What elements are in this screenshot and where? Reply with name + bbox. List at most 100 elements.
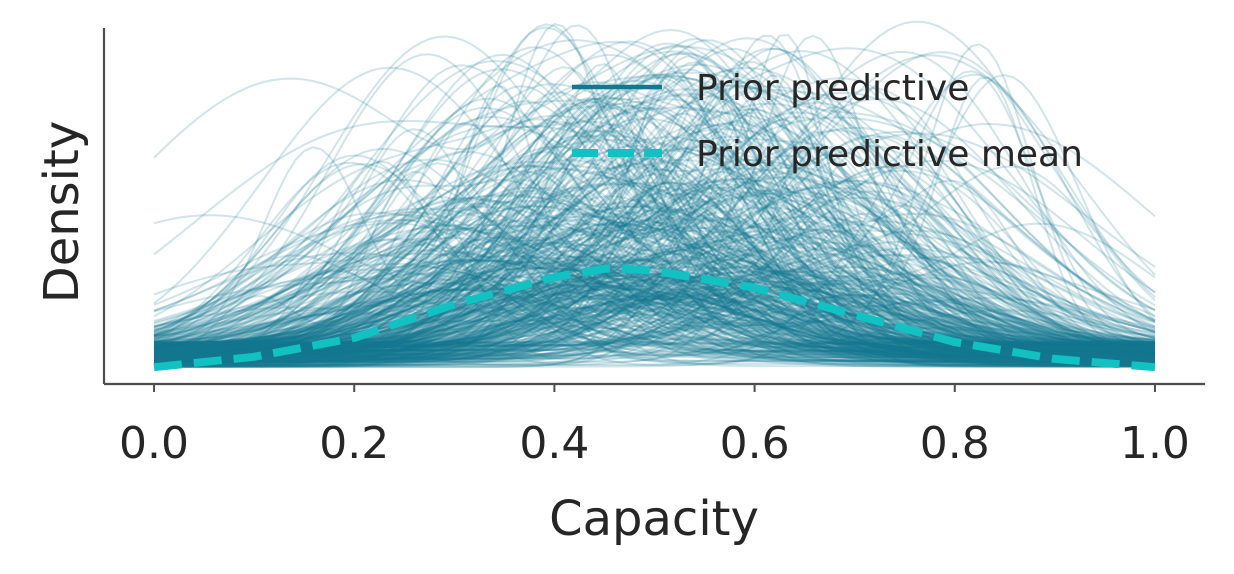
prior-predictive-curve	[154, 277, 1155, 356]
prior-predictive-curve	[153, 150, 1156, 351]
prior-predictive-curve	[153, 226, 1155, 367]
prior-predictive-curve	[154, 97, 1156, 362]
prior-predictive-curve	[154, 169, 1156, 364]
prior-predictive-curve	[154, 258, 1156, 344]
prior-predictive-curve	[153, 208, 1156, 366]
prior-predictive-curve	[153, 236, 1155, 368]
prior-predictive-curve	[153, 115, 1155, 354]
prior-predictive-curve	[153, 276, 1155, 367]
prior-predictive-curve	[153, 205, 1155, 368]
prior-predictive-curve	[154, 178, 1155, 362]
prior-predictive-curve	[154, 208, 1155, 358]
prior-predictive-curve	[153, 288, 1156, 363]
prior-predictive-curve	[154, 253, 1155, 363]
prior-predictive-curve	[154, 89, 1156, 352]
legend-label-prior-predictive-mean: Prior predictive mean	[696, 134, 1083, 175]
prior-predictive-curve	[153, 258, 1156, 359]
prior-predictive-curve	[154, 282, 1155, 356]
prior-predictive-curve	[153, 197, 1155, 354]
prior-predictive-curve	[154, 91, 1156, 351]
prior-predictive-curve	[153, 281, 1155, 367]
prior-predictive-curve	[153, 75, 1156, 355]
prior-predictive-curve	[153, 289, 1155, 359]
prior-predictive-curve	[153, 145, 1155, 362]
prior-predictive-curve	[154, 291, 1155, 359]
prior-predictive-curve	[153, 272, 1155, 357]
prior-predictive-curve	[154, 135, 1156, 361]
prior-predictive-curve	[154, 291, 1155, 360]
prior-predictive-curve	[153, 188, 1156, 351]
prior-predictive-curve	[153, 84, 1156, 366]
prior-predictive-curve	[153, 224, 1156, 351]
prior-predictive-curve	[153, 297, 1155, 363]
prior-predictive-curve	[153, 125, 1155, 362]
prior-predictive-curve	[153, 238, 1155, 359]
prior-predictive-curve	[154, 223, 1156, 361]
prior-predictive-curve	[153, 100, 1155, 362]
prior-predictive-curve	[153, 93, 1156, 344]
prior-predictive-curve	[153, 217, 1155, 367]
prior-predictive-curve	[154, 129, 1156, 363]
prior-predictive-curve	[153, 258, 1155, 360]
prior-predictive-curve	[154, 245, 1156, 352]
prior-predictive-curve	[153, 288, 1155, 368]
prior-predictive-curve	[154, 286, 1156, 357]
prior-predictive-curve	[154, 297, 1156, 364]
x-tick-label: 0.4	[519, 418, 589, 469]
prior-predictive-curve	[153, 282, 1155, 355]
prior-predictive-curve	[153, 146, 1155, 362]
prior-predictive-curve	[153, 254, 1156, 354]
prior-predictive-curve	[154, 134, 1156, 350]
prior-predictive-curve	[153, 159, 1155, 358]
x-tick-label: 0.6	[720, 418, 790, 469]
prior-predictive-curve	[153, 120, 1155, 365]
prior-predictive-curve	[154, 221, 1155, 366]
prior-predictive-curve	[154, 294, 1155, 367]
prior-predictive-curve	[154, 261, 1156, 351]
prior-predictive-curve	[153, 200, 1156, 364]
prior-predictive-curve	[154, 255, 1155, 353]
prior-predictive-curve	[153, 253, 1156, 348]
prior-predictive-curve	[153, 116, 1155, 367]
prior-predictive-curve	[153, 280, 1155, 363]
prior-predictive-curve	[154, 163, 1155, 353]
prior-predictive-curve	[154, 122, 1156, 362]
prior-predictive-curve	[154, 144, 1156, 354]
prior-predictive-curve	[153, 77, 1156, 367]
prior-predictive-curve	[153, 252, 1155, 362]
prior-predictive-curve	[154, 292, 1156, 366]
prior-predictive-curve	[153, 209, 1156, 347]
prior-predictive-curve	[153, 240, 1156, 347]
prior-predictive-curve	[154, 258, 1155, 344]
prior-predictive-curve	[154, 187, 1155, 355]
prior-predictive-curve	[154, 106, 1155, 359]
prior-predictive-curve	[153, 180, 1155, 366]
prior-predictive-curve	[153, 165, 1155, 344]
prior-predictive-curve	[153, 192, 1156, 363]
prior-predictive-curve	[153, 228, 1156, 360]
prior-predictive-curve	[154, 47, 1156, 358]
prior-predictive-curve	[154, 88, 1155, 363]
prior-predictive-curve	[154, 296, 1155, 362]
x-tick-label: 0.8	[920, 418, 990, 469]
prior-predictive-curve	[154, 244, 1156, 351]
prior-predictive-curve	[154, 95, 1156, 368]
prior-predictive-curve	[153, 73, 1156, 344]
prior-predictive-curve	[153, 236, 1155, 360]
prior-predictive-curve	[153, 37, 1156, 338]
prior-predictive-curve	[153, 45, 1156, 350]
prior-predictive-curve	[153, 213, 1156, 337]
prior-predictive-curve	[153, 205, 1155, 347]
prior-predictive-curve	[153, 229, 1155, 357]
y-axis-label: Density	[34, 121, 90, 303]
prior-predictive-curve	[153, 290, 1155, 357]
prior-predictive-curve	[154, 291, 1155, 357]
prior-predictive-curve	[153, 39, 1156, 356]
prior-predictive-curve	[153, 199, 1156, 351]
prior-predictive-curve	[153, 288, 1155, 354]
prior-predictive-curve	[154, 286, 1155, 364]
prior-predictive-curve	[154, 293, 1155, 363]
prior-predictive-curve	[154, 96, 1156, 366]
prior-predictive-curves	[153, 20, 1156, 369]
prior-predictive-curve	[154, 192, 1156, 354]
